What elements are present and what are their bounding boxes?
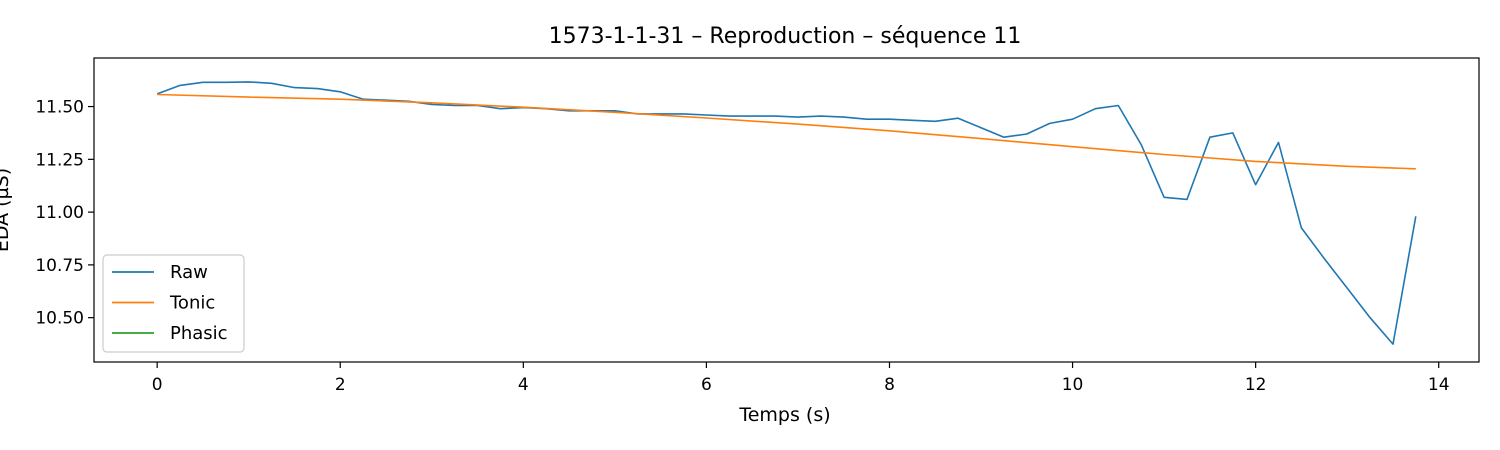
legend: Raw Tonic Phasic <box>102 254 245 353</box>
y-axis: 10.50 10.75 11.00 11.25 11.50 <box>35 98 94 329</box>
y-tick-label: 11.00 <box>35 203 84 223</box>
x-axis: 0 2 4 6 8 10 12 14 <box>152 362 1450 395</box>
plot-area <box>93 57 1480 363</box>
series-line-raw <box>156 81 1417 345</box>
legend-label-raw: Raw <box>170 262 208 283</box>
x-tick-label: 2 <box>335 375 346 395</box>
chart-title: 1573-1-1-31 – Reproduction – séquence 11 <box>549 24 1022 49</box>
legend-label-phasic: Phasic <box>170 323 228 344</box>
x-tick-label: 10 <box>1062 375 1084 395</box>
x-tick-label: 14 <box>1428 375 1450 395</box>
y-tick-label: 11.25 <box>35 150 84 170</box>
x-axis-label: Temps (s) <box>738 404 830 426</box>
y-tick-label: 11.50 <box>35 98 84 118</box>
y-tick-label: 10.75 <box>35 256 84 276</box>
x-tick-label: 0 <box>152 375 163 395</box>
x-tick-label: 8 <box>884 375 895 395</box>
series-line-tonic <box>157 93 1416 170</box>
x-tick-label: 6 <box>701 375 712 395</box>
y-tick-label: 10.50 <box>35 309 84 329</box>
x-tick-label: 12 <box>1245 375 1267 395</box>
y-axis-label: EDA (µS) <box>0 168 13 252</box>
series-layer <box>156 81 1417 345</box>
axes-frame <box>93 57 1480 363</box>
legend-box <box>102 254 245 353</box>
legend-label-tonic: Tonic <box>169 293 215 314</box>
x-tick-label: 4 <box>518 375 529 395</box>
